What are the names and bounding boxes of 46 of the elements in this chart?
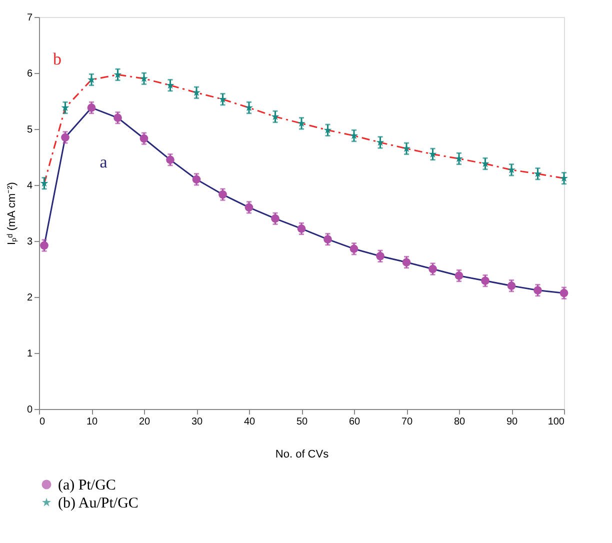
y-tick-label: 5 xyxy=(26,124,33,136)
x-tick-label: 30 xyxy=(191,416,203,428)
point xyxy=(140,134,148,143)
point xyxy=(454,272,464,280)
point xyxy=(507,282,516,290)
point xyxy=(61,133,70,142)
x-tick-label: 60 xyxy=(348,416,360,428)
x-tick-label: 0 xyxy=(40,416,46,428)
y-tick-label: 7 xyxy=(26,12,33,24)
legend-label: (a) Pt/GC xyxy=(58,478,116,494)
y-tick-label: 1 xyxy=(26,348,33,360)
x-tick-label: 40 xyxy=(244,416,256,428)
y-tick-label: 0 xyxy=(26,404,33,416)
x-tick-label: 80 xyxy=(454,416,466,428)
point xyxy=(350,244,358,254)
point xyxy=(428,264,437,274)
annotation: a xyxy=(100,152,108,172)
y-tick-label: 4 xyxy=(26,180,33,192)
x-tick-label: 100 xyxy=(548,416,565,428)
x-tick-label: 10 xyxy=(86,416,98,428)
point xyxy=(166,156,174,164)
point xyxy=(114,114,122,122)
y-axis-title: Iₚᵈ (mA cm⁻²) xyxy=(6,182,18,245)
point xyxy=(402,258,411,266)
point xyxy=(40,241,48,250)
x-tick-label: 20 xyxy=(138,416,150,428)
point xyxy=(376,252,384,260)
x-tick-label: 50 xyxy=(296,416,308,428)
point xyxy=(244,203,254,212)
x-tick-label: 70 xyxy=(401,416,413,428)
legend-label: (b) Au/Pt/GC xyxy=(58,496,138,512)
annotation: b xyxy=(53,50,62,69)
point xyxy=(560,288,568,298)
point xyxy=(297,224,306,233)
point xyxy=(192,175,201,184)
point xyxy=(481,276,490,285)
y-tick-label: 2 xyxy=(26,292,33,304)
point xyxy=(271,214,280,223)
point xyxy=(87,104,96,112)
point xyxy=(534,286,542,294)
point xyxy=(218,190,227,199)
y-tick-label: 3 xyxy=(26,236,33,248)
y-tick-label: 6 xyxy=(26,68,33,80)
point xyxy=(324,235,332,244)
x-axis-title: No. of CVs xyxy=(275,448,330,460)
x-tick-label: 90 xyxy=(506,416,518,428)
